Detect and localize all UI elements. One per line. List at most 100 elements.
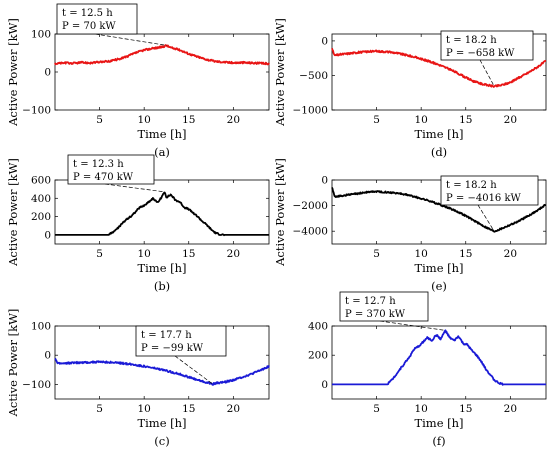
subplot-caption: (a) [154, 145, 170, 159]
annotation-time: t = 12.7 h [345, 296, 396, 307]
annotation-box [67, 154, 155, 185]
x-axis-label: Time [h] [414, 127, 463, 141]
y-tick-label: 0 [321, 35, 328, 47]
annotation-box [135, 325, 227, 357]
annotation-time: t = 18.2 h [446, 35, 497, 46]
axes-box [54, 179, 270, 245]
annotation-leader-line [477, 204, 495, 232]
x-tick-label: 15 [459, 114, 472, 126]
series-line-b [54, 191, 270, 237]
y-tick-label: 600 [31, 175, 51, 187]
series-line-f [331, 329, 547, 386]
annotation-power: P = −99 kW [141, 343, 204, 354]
annotation-power: P = −4016 kW [446, 193, 522, 204]
x-axis-label: Time [h] [414, 416, 463, 430]
y-tick-label: 400 [31, 193, 51, 205]
annotation-leader-line [174, 355, 214, 385]
annotation-power: P = 70 kW [62, 21, 116, 32]
axes-box [331, 33, 547, 111]
x-tick-label: 5 [373, 114, 380, 126]
y-tick-label: −100 [22, 105, 51, 117]
x-tick-label: 10 [414, 248, 427, 260]
x-tick-label: 15 [182, 403, 195, 415]
annotation-box [56, 3, 138, 35]
x-tick-label: 5 [373, 403, 380, 415]
x-tick-label: 15 [182, 248, 195, 260]
x-tick-label: 20 [227, 114, 240, 126]
subplot-d: 5 10 15 20 −1000 −500 0 Time [h] Active Power [k… [273, 18, 547, 159]
annotation-time: t = 12.5 h [62, 8, 113, 19]
x-axis-label: Time [h] [137, 416, 186, 430]
series-line-e [331, 187, 547, 233]
annotation-time: t = 12.3 h [73, 159, 124, 170]
annotation-leader-line [104, 183, 165, 193]
x-axis-label: Time [h] [137, 127, 186, 141]
y-tick-label: 0 [44, 229, 51, 241]
subplot-caption: (c) [154, 434, 169, 448]
y-tick-label: −500 [299, 70, 328, 82]
annotation-leader-line [479, 59, 495, 87]
x-tick-label: 5 [96, 403, 103, 415]
x-tick-label: 10 [414, 114, 427, 126]
y-tick-label: 400 [308, 321, 328, 333]
x-tick-label: 10 [137, 403, 150, 415]
annotation-time: t = 18.2 h [446, 180, 497, 191]
subplot-caption: (f) [432, 434, 445, 448]
annotation-leader-line [379, 320, 446, 331]
x-tick-label: 15 [182, 114, 195, 126]
x-tick-label: 20 [504, 114, 517, 126]
x-tick-label: 10 [137, 248, 150, 260]
y-axis-label: Active Power [kW] [6, 18, 20, 127]
x-tick-label: 5 [96, 248, 103, 260]
annotation-power: P = 470 kW [73, 172, 134, 183]
x-tick-label: 5 [96, 114, 103, 126]
y-tick-label: 0 [44, 67, 51, 79]
y-tick-label: 0 [321, 175, 328, 187]
y-tick-label: 100 [31, 321, 51, 333]
x-tick-label: 10 [137, 114, 150, 126]
annotation-box [440, 30, 534, 61]
y-tick-label: −1000 [292, 105, 328, 117]
axes-box [331, 325, 547, 400]
subplot-caption: (e) [431, 279, 447, 293]
x-tick-label: 5 [373, 248, 380, 260]
x-tick-label: 20 [227, 403, 240, 415]
x-tick-label: 20 [504, 248, 517, 260]
annotation-time: t = 17.7 h [141, 330, 192, 341]
x-tick-label: 15 [459, 248, 472, 260]
series-line-c [54, 357, 270, 386]
annotation-power: P = 370 kW [345, 309, 406, 320]
y-axis-label: Active Power [kW] [6, 309, 20, 418]
x-tick-label: 10 [414, 403, 427, 415]
y-tick-label: −2000 [292, 200, 328, 212]
subplot-caption: (d) [431, 145, 447, 159]
y-axis-label: Active Power [kW] [273, 18, 287, 127]
x-tick-label: 15 [459, 403, 472, 415]
axes-box [331, 179, 547, 245]
subplot-e: 5 10 15 20 −4000 −2000 0 Time [h] Active Power [… [273, 158, 547, 293]
x-tick-label: 20 [504, 403, 517, 415]
y-tick-label: 100 [31, 29, 51, 41]
subplot-a: 5 10 15 20 −100 0 100 Time [h] Active Power [kW]… [6, 3, 270, 159]
annotation-power: P = −658 kW [446, 48, 515, 59]
annotation-box [339, 291, 429, 322]
y-tick-label: −100 [22, 379, 51, 391]
y-tick-label: 200 [31, 211, 51, 223]
y-axis-label: Active Power [kW] [273, 158, 287, 267]
series-line-d [331, 48, 547, 88]
subplot-c: 5 10 15 20 −100 0 100 Time [h] Active Power [kW]… [6, 309, 270, 448]
y-tick-label: 0 [321, 379, 328, 391]
annotation-box [440, 175, 539, 206]
y-tick-label: 200 [308, 350, 328, 362]
x-tick-label: 20 [227, 248, 240, 260]
y-tick-label: −4000 [292, 226, 328, 238]
y-axis-label: Active Power [kW] [6, 158, 20, 267]
x-axis-label: Time [h] [414, 261, 463, 275]
y-tick-label: 0 [44, 350, 51, 362]
series-line-a [54, 44, 270, 66]
x-axis-label: Time [h] [137, 261, 186, 275]
subplot-caption: (b) [154, 279, 170, 293]
